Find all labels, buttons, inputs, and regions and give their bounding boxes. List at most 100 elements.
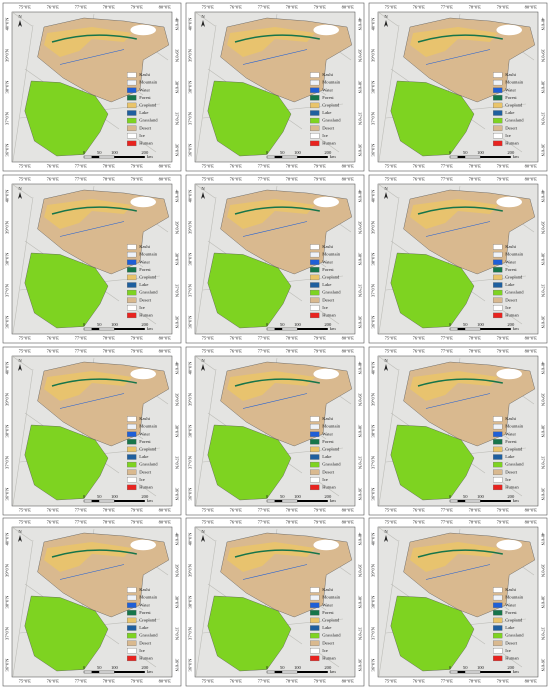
lake-area (130, 539, 156, 551)
lake-area (496, 196, 522, 208)
lat-label: 38°0'N (5, 252, 10, 266)
scale-label: 200 (507, 322, 515, 327)
lat-label: 39°0'N (371, 392, 376, 406)
legend-label: Human (322, 655, 336, 660)
legend-label: Cropland (322, 446, 340, 451)
north-label: N (384, 14, 388, 19)
north-arrow (384, 535, 388, 542)
legend-label: Desert (139, 297, 152, 302)
lon-label: 77°0'E (75, 177, 88, 182)
legend-swatch (310, 423, 320, 430)
lat-label: 37°0'N (540, 627, 545, 641)
map-panel: N 75°0'E 75°0'E 76°0'E 76°0'E 77°0'E 77°0'E 78°… (368, 346, 548, 516)
lon-label: 75°0'E (385, 5, 398, 10)
relief-ridge (194, 355, 216, 371)
legend-swatch (127, 477, 137, 483)
legend-swatch (310, 87, 320, 93)
scale-unit: km (513, 669, 519, 674)
lon-label: 78°0'E (286, 336, 299, 341)
lon-label: 75°0'E (19, 508, 32, 513)
legend-swatch (493, 87, 503, 93)
legend-label: Kashi (139, 416, 150, 421)
lat-label: 38°0'N (540, 425, 545, 439)
forest-strip (234, 378, 320, 387)
legend-label: Lake (505, 282, 514, 287)
grassland-area (390, 424, 475, 501)
legend-swatch (127, 102, 137, 109)
north-label: N (18, 358, 22, 363)
map-panel: N 75°0'E 75°0'E 76°0'E 76°0'E 77°0'E 77°0'E 78°… (185, 346, 365, 516)
legend-swatch (127, 259, 137, 265)
lat-label: 36°0'N (357, 316, 362, 330)
lat-label: 39°0'N (188, 563, 193, 577)
lat-label: 40°0'N (540, 362, 545, 376)
legend-label: Water (139, 87, 150, 92)
lat-label: 39°0'N (371, 48, 376, 62)
lake-area (496, 539, 522, 551)
scale-label: 50 (463, 665, 468, 670)
relief-ridge (318, 137, 340, 153)
legend-swatch (127, 587, 137, 593)
scale-bar (91, 500, 100, 502)
lon-label: 79°0'E (497, 508, 510, 513)
lon-label: 76°0'E (230, 177, 243, 182)
legend-swatch (310, 312, 320, 319)
lon-label: 76°0'E (413, 164, 426, 169)
legend-label: Desert (322, 297, 335, 302)
legend-label: Human (505, 140, 519, 145)
lon-label: 75°0'E (202, 508, 215, 513)
legend-label: Ice (505, 133, 511, 138)
water-line (242, 393, 308, 409)
lon-label: 79°0'E (497, 336, 510, 341)
legend-label: Kashi (322, 244, 333, 249)
lat-label: 36°0'N (188, 658, 193, 672)
legend-swatch (127, 140, 137, 147)
north-arrow (18, 364, 22, 371)
north-label: N (384, 358, 388, 363)
grassland-area (390, 595, 475, 672)
lon-label: 75°0'E (385, 336, 398, 341)
legend-label: Forest (505, 95, 517, 100)
legend-swatch (310, 117, 320, 124)
lat-label: 39°0'N (540, 393, 545, 407)
legend-label: Lake (139, 110, 148, 115)
relief-ridge (390, 68, 412, 84)
lon-label: 75°0'E (202, 177, 215, 182)
grassland-area (207, 80, 292, 157)
lat-label: 36°0'N (188, 315, 193, 329)
legend-swatch (493, 454, 503, 460)
north-arrow (18, 192, 22, 199)
lat-label: 36°0'N (5, 143, 10, 157)
legend-swatch (493, 602, 503, 608)
lat-label: 36°0'N (540, 659, 545, 673)
lon-label: 78°0'E (469, 336, 482, 341)
lat-label: 37°0'N (174, 627, 179, 641)
scale-label: 50 (280, 494, 285, 499)
lon-label: 75°0'E (19, 5, 32, 10)
lon-label: 80°0'E (159, 508, 172, 513)
cropland-area (410, 199, 498, 229)
legend-swatch (127, 87, 137, 93)
scale-bar (480, 156, 511, 158)
legend-swatch (493, 305, 503, 311)
legend-swatch (127, 423, 137, 430)
lon-label: 77°0'E (258, 164, 271, 169)
relief-ridge (378, 196, 400, 334)
lon-label: 77°0'E (258, 349, 271, 354)
lat-label: 36°0'N (174, 316, 179, 330)
lat-label: 39°0'N (357, 393, 362, 407)
north-arrow (18, 535, 22, 542)
legend-swatch (310, 244, 320, 250)
lat-label: 39°0'N (371, 563, 376, 577)
legend-label: Forest (139, 610, 151, 615)
relief-ridge (501, 309, 523, 325)
water-line (425, 393, 491, 409)
lon-label: 76°0'E (47, 349, 60, 354)
lat-label: 38°0'N (540, 253, 545, 267)
map-panel: N 75°0'E 75°0'E 76°0'E 76°0'E 77°0'E 77°0'E 78°… (2, 2, 182, 172)
lon-label: 78°0'E (286, 520, 299, 525)
legend-swatch (493, 79, 503, 86)
lat-label: 39°0'N (174, 393, 179, 407)
legend-swatch (127, 289, 137, 296)
scale-bar (457, 156, 466, 158)
